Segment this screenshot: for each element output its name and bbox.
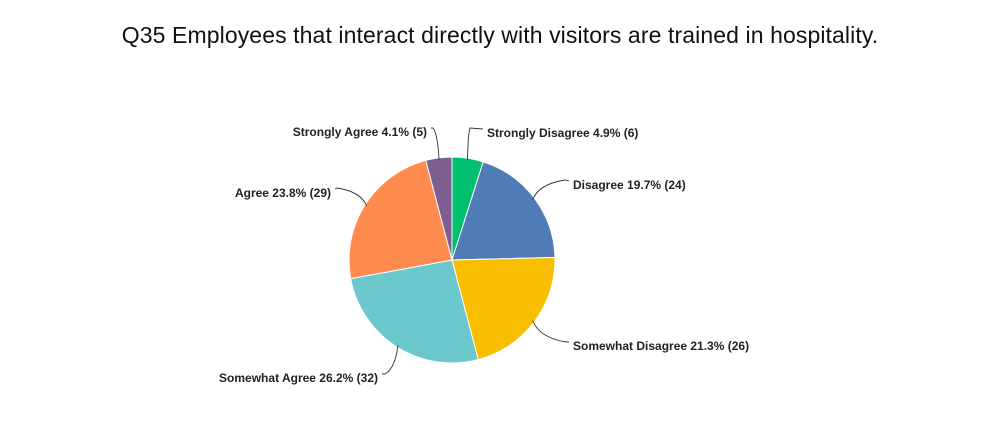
slice-label: Disagree 19.7% (24) bbox=[573, 178, 686, 192]
leader-line bbox=[532, 320, 569, 343]
leader-line bbox=[334, 187, 368, 207]
slice-label: Agree 23.8% (29) bbox=[235, 186, 331, 200]
pie-slice-somewhat-agree bbox=[350, 259, 479, 364]
slice-label: Strongly Agree 4.1% (5) bbox=[293, 125, 427, 139]
leader-line bbox=[467, 127, 484, 161]
slice-label: Somewhat Disagree 21.3% (26) bbox=[573, 339, 749, 353]
slice-label: Strongly Disagree 4.9% (6) bbox=[487, 126, 638, 140]
chart-title: Q35 Employees that interact directly wit… bbox=[121, 22, 879, 48]
leader-line bbox=[382, 345, 399, 375]
pie-slice-disagree bbox=[451, 161, 556, 261]
slice-label: Somewhat Agree 26.2% (32) bbox=[219, 371, 378, 385]
leader-line bbox=[532, 179, 570, 200]
pie-slice-agree bbox=[348, 159, 453, 280]
pie-slice-somewhat-disagree bbox=[451, 256, 556, 361]
leader-line bbox=[431, 127, 440, 160]
